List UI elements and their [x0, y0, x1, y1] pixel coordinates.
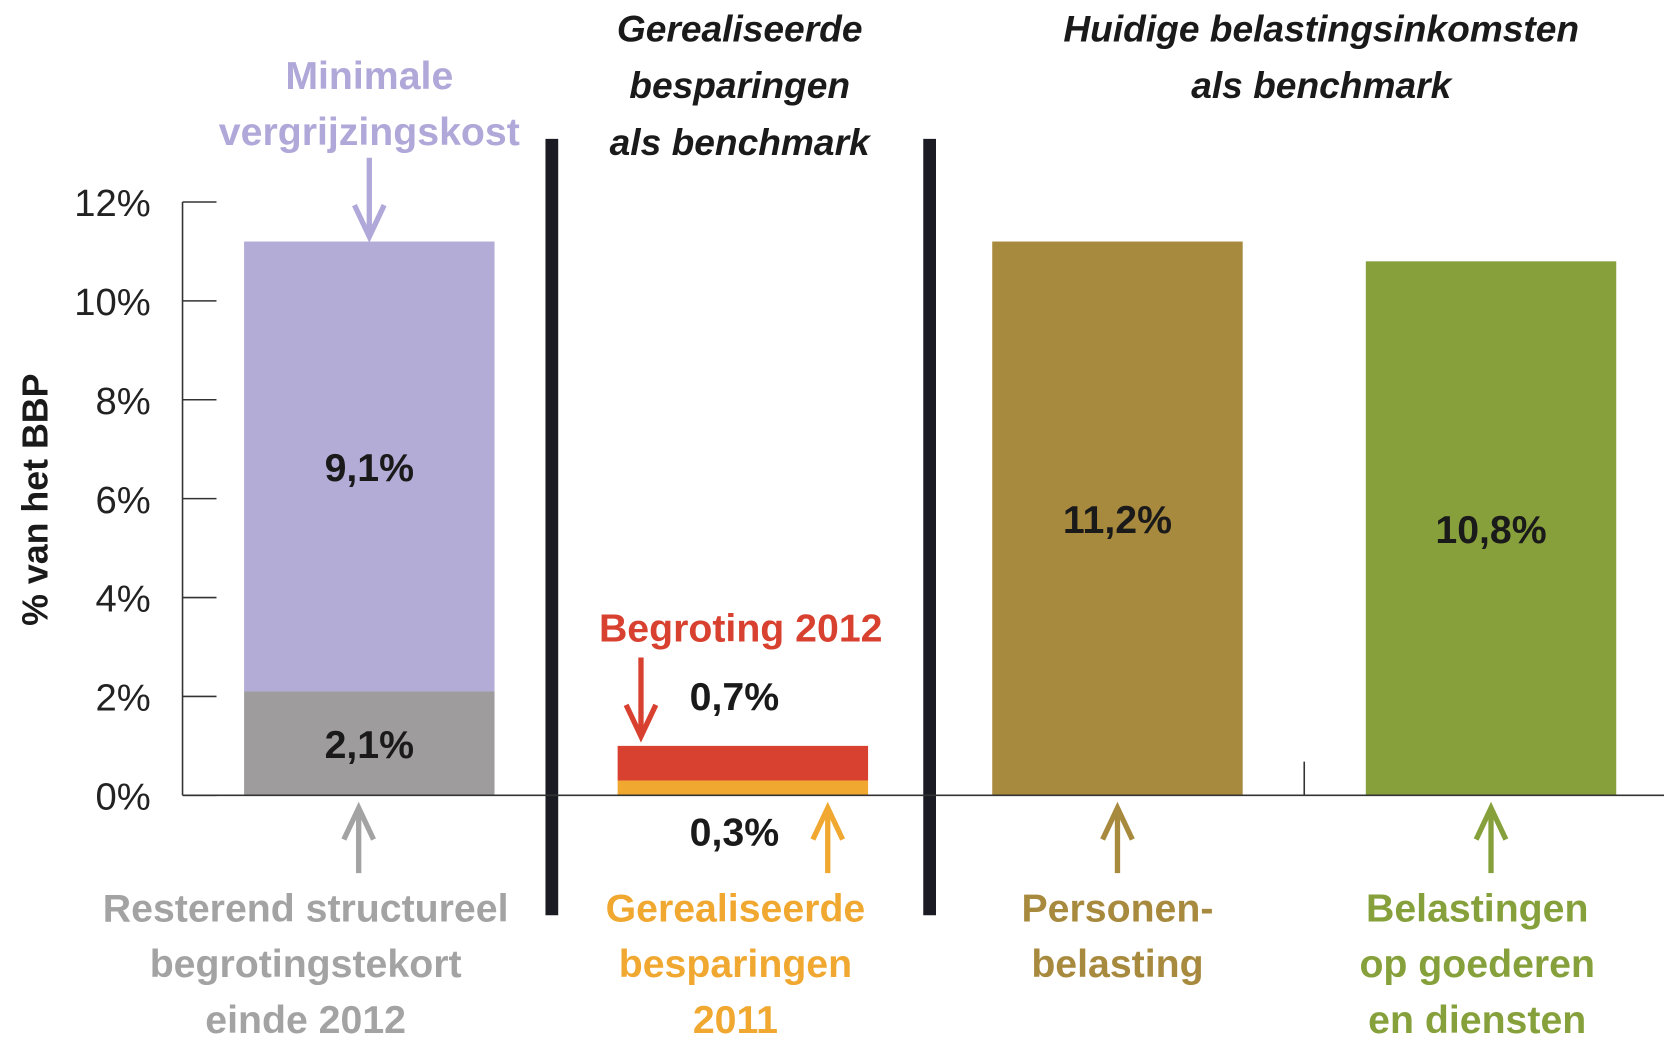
section-title: als benchmark	[1191, 65, 1453, 106]
series-label: belasting	[1031, 943, 1203, 986]
annotation-arrow-head	[352, 204, 387, 243]
series-label: Personen-	[1021, 887, 1213, 930]
series-label: besparingen	[619, 943, 852, 986]
y-axis-label: % van het BBP	[15, 374, 56, 626]
section-title: Huidige belastingsinkomsten	[1063, 8, 1579, 49]
section-title: besparingen	[629, 65, 850, 106]
value-label: 11,2%	[1063, 499, 1172, 542]
bar-segment	[244, 691, 495, 796]
value-label: 9,1%	[325, 447, 414, 490]
series-label: Belastingen	[1366, 887, 1588, 930]
y-tick-label: 10%	[74, 282, 150, 324]
series-label: Minimale	[285, 55, 453, 98]
y-tick-label: 4%	[96, 579, 151, 621]
value-label: 0,3%	[690, 812, 779, 855]
y-tick-label: 2%	[96, 678, 151, 720]
bar-segment	[244, 241, 495, 692]
series-label: einde 2012	[205, 999, 406, 1042]
bar-segment	[617, 745, 869, 781]
annotation-arrow-head	[1473, 801, 1509, 841]
series-label: Resterend structureel	[103, 887, 509, 930]
series-label: op goederen	[1359, 943, 1595, 986]
series-label: 2011	[693, 999, 778, 1042]
annotation-arrow-head	[623, 703, 659, 743]
annotation-arrow-head	[810, 801, 846, 841]
bar-segment	[1365, 261, 1617, 796]
y-tick-label: 6%	[96, 480, 151, 522]
y-tick-label: 8%	[96, 381, 151, 423]
series-label: en diensten	[1368, 999, 1586, 1042]
value-label: 0,7%	[690, 676, 779, 719]
y-tick-label: 0%	[96, 777, 151, 819]
series-label: Begroting 2012	[599, 608, 883, 651]
series-label: vergrijzingskost	[219, 111, 520, 154]
series-label: begrotingstekort	[150, 943, 462, 986]
series-label: Gerealiseerde	[606, 887, 866, 930]
section-title: als benchmark	[610, 122, 872, 163]
value-label: 10,8%	[1435, 509, 1546, 552]
bar-segment	[617, 780, 869, 796]
y-tick-label: 12%	[74, 183, 150, 225]
value-label: 2,1%	[325, 724, 414, 767]
annotation-arrow-head	[341, 801, 376, 841]
bar-segment	[992, 241, 1243, 796]
section-title: Gerealiseerde	[617, 8, 863, 49]
annotation-arrow-head	[1100, 801, 1135, 841]
